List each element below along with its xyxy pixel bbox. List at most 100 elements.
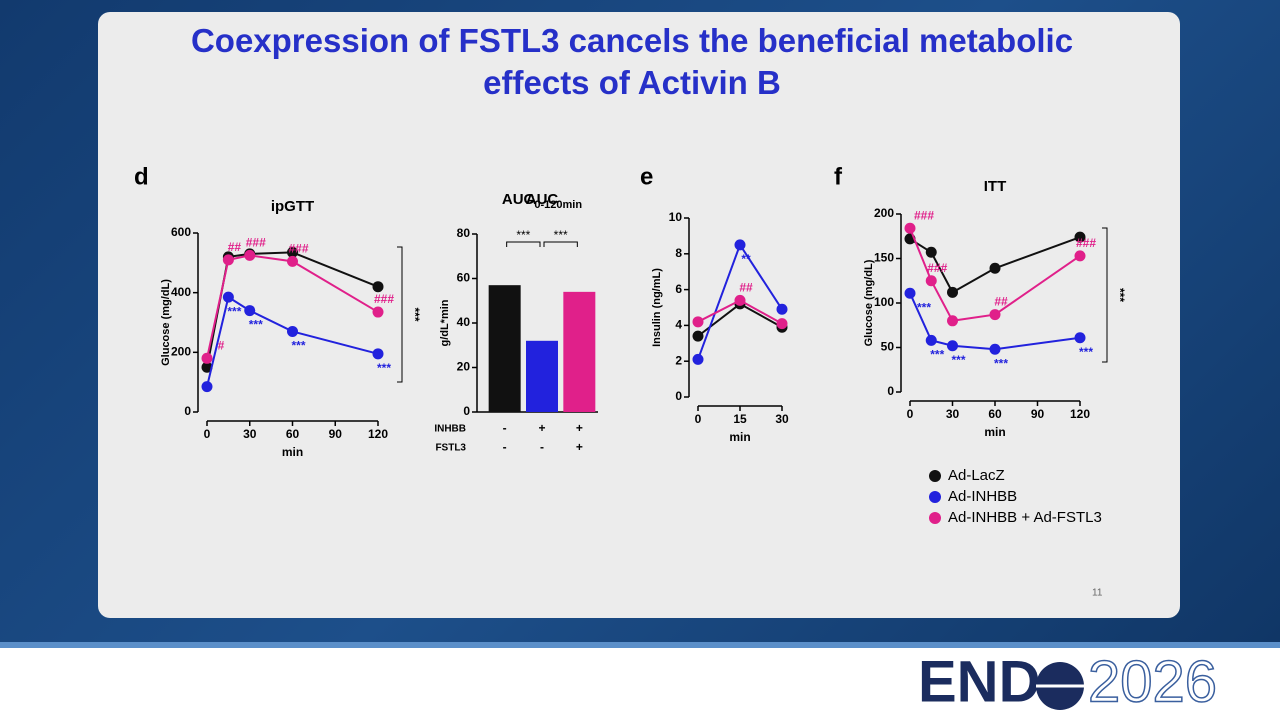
significance-label: ** — [741, 252, 751, 266]
x-tick-label: 90 — [329, 427, 343, 441]
y-tick-label: 0 — [463, 404, 470, 418]
condition-name: INHBB — [434, 424, 466, 435]
panel-letter: d — [134, 163, 149, 190]
y-tick-label: 0 — [184, 404, 191, 418]
comparison-label: *** — [516, 228, 530, 242]
data-point — [372, 306, 384, 318]
chart-title: AUC — [526, 191, 559, 208]
data-point — [287, 246, 298, 258]
data-point — [1074, 250, 1086, 262]
comparison-label: *** — [554, 228, 568, 242]
legend-label: Ad-LacZ — [948, 467, 1005, 484]
significance-label: # — [218, 338, 225, 352]
bar — [526, 340, 558, 412]
chart-title: ipGTT — [271, 198, 314, 215]
x-tick-label: 60 — [286, 427, 300, 441]
significance-label: ## — [994, 295, 1008, 309]
significance-label: *** — [291, 339, 305, 353]
significance-label: *** — [1113, 288, 1127, 302]
y-tick-label: 60 — [457, 271, 471, 285]
significance-label: *** — [994, 356, 1008, 370]
significance-label: *** — [377, 361, 391, 375]
data-point — [925, 246, 937, 258]
y-axis-label: Insulin (ng/mL) — [651, 268, 663, 347]
condition-name: FSTL3 — [435, 443, 466, 454]
y-tick-label: 6 — [675, 282, 682, 296]
significance-label: ### — [374, 292, 394, 306]
logo-end: END — [918, 649, 1040, 714]
data-point — [904, 222, 916, 234]
x-tick-label: 30 — [775, 412, 789, 426]
y-tick-label: 10 — [669, 210, 683, 224]
data-point — [989, 262, 1001, 274]
y-axis-label: Glucose (mg/dL) — [160, 279, 172, 366]
x-tick-label: 30 — [946, 407, 960, 421]
significance-label: ## — [739, 281, 753, 295]
data-point — [776, 303, 788, 315]
significance-label: *** — [249, 318, 263, 332]
panel-letter: e — [640, 163, 653, 190]
data-point — [734, 294, 746, 306]
x-tick-label: 15 — [733, 412, 747, 426]
legend-marker — [929, 512, 941, 524]
y-tick-label: 4 — [675, 318, 682, 332]
data-point — [989, 309, 1001, 321]
x-tick-label: 120 — [1070, 407, 1090, 421]
x-axis-label: min — [729, 430, 750, 444]
x-tick-label: 30 — [243, 427, 257, 441]
chart-title-sub: 0-120min — [534, 199, 582, 211]
data-point — [372, 348, 384, 360]
significance-bracket — [397, 246, 403, 383]
y-axis-label: Glucose (mg/dL) — [863, 259, 875, 346]
y-tick-label: 0 — [675, 389, 682, 403]
significance-label: *** — [930, 348, 944, 362]
x-tick-label: 0 — [695, 412, 702, 426]
condition-value: - — [503, 440, 507, 454]
significance-label: ### — [246, 236, 266, 250]
logo-year: 2026 — [1088, 649, 1217, 714]
significance-label: ### — [927, 261, 947, 275]
bar — [563, 291, 596, 412]
data-point — [776, 318, 788, 330]
legend-marker — [929, 470, 941, 482]
slide-title: Coexpression of FSTL3 cancels the benefi… — [190, 22, 1074, 101]
chart-title: ITT — [984, 178, 1007, 195]
significance-label: ### — [914, 208, 934, 222]
significance-label: *** — [227, 304, 241, 318]
data-point — [201, 361, 213, 373]
y-tick-label: 200 — [171, 345, 191, 359]
legend-label: Ad-INHBB — [948, 488, 1017, 505]
x-axis-label: min — [984, 425, 1005, 439]
data-point — [201, 381, 213, 393]
y-tick-label: 400 — [171, 285, 191, 299]
data-point — [222, 254, 234, 266]
data-point — [692, 316, 704, 328]
data-point — [222, 291, 234, 303]
y-tick-label: 80 — [457, 226, 471, 240]
y-tick-label: 40 — [457, 315, 471, 329]
significance-label: ### — [288, 242, 308, 256]
data-point — [244, 249, 256, 261]
y-tick-label: 2 — [675, 353, 682, 367]
significance-bracket — [1102, 227, 1108, 363]
significance-label: *** — [951, 353, 965, 367]
data-point — [201, 352, 213, 364]
significance-label: ### — [1076, 236, 1096, 250]
data-point — [287, 255, 298, 267]
x-tick-label: 0 — [204, 427, 211, 441]
y-axis-label: g/dL*min — [439, 299, 451, 346]
data-point — [1074, 332, 1086, 344]
data-point — [925, 275, 937, 287]
chart-title: AUC0-120min — [502, 191, 582, 211]
data-point — [1074, 231, 1086, 243]
y-tick-label: 200 — [874, 206, 894, 220]
y-tick-label: 150 — [874, 251, 894, 265]
legend-marker — [929, 491, 941, 503]
y-tick-label: 20 — [457, 360, 471, 374]
y-tick-label: 600 — [171, 225, 191, 239]
data-point — [947, 340, 958, 352]
data-point — [692, 353, 704, 365]
condition-value: - — [503, 421, 507, 435]
x-tick-label: 0 — [907, 407, 914, 421]
